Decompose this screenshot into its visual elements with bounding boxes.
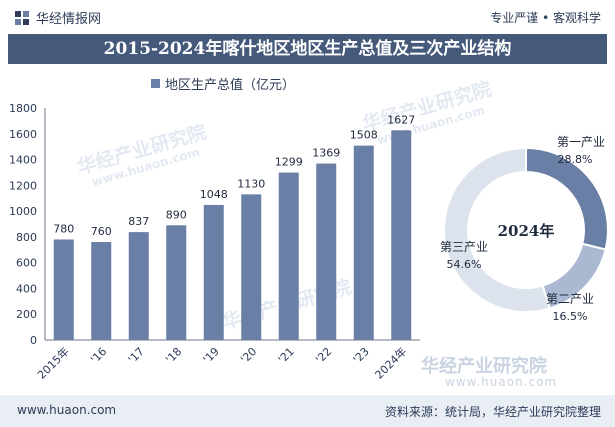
data-label: 890: [166, 208, 187, 221]
donut-slice-name: 第三产业: [440, 240, 488, 254]
y-tick-label: 200: [16, 308, 37, 321]
bar: [128, 232, 149, 340]
y-tick-label: 1600: [9, 128, 37, 141]
watermark-text: 华经产业研究院: [421, 356, 547, 377]
data-label: 837: [128, 215, 149, 228]
legend: 地区生产总值（亿元）: [151, 74, 295, 93]
x-tick-label: 2015年: [34, 344, 71, 381]
y-tick-label: 1400: [9, 154, 37, 167]
x-tick-label: 2024年: [372, 344, 409, 381]
legend-label: 地区生产总值（亿元）: [165, 78, 296, 93]
data-label: 1130: [237, 177, 265, 190]
donut-slice: [443, 146, 551, 313]
x-tick-label: '17: [126, 345, 147, 366]
x-tick-label: '18: [163, 345, 184, 366]
chart-title: 2015-2024年喀什地区地区生产总值及三次产业结构: [8, 34, 607, 64]
bar: [316, 163, 337, 340]
y-tick-label: 1200: [9, 179, 37, 192]
bar: [391, 130, 412, 340]
y-tick-label: 600: [16, 257, 37, 270]
y-tick-label: 0: [30, 334, 37, 347]
bar: [166, 225, 187, 340]
x-tick-label: '23: [351, 345, 372, 366]
y-tick-label: 1000: [9, 205, 37, 218]
y-tick-label: 400: [16, 282, 37, 295]
data-label: 780: [53, 222, 74, 235]
data-label: 1369: [312, 147, 340, 160]
donut-slice-percent: 54.6%: [447, 258, 482, 271]
donut-slice-percent: 28.8%: [558, 153, 593, 166]
x-tick-label: '19: [201, 345, 222, 366]
watermark-url: www.huaon.com: [445, 375, 558, 389]
data-label: 1299: [275, 156, 303, 169]
donut-center-label: 2024年: [498, 222, 555, 240]
data-label: 1048: [200, 188, 228, 201]
bar: [353, 145, 374, 340]
donut-slice-percent: 16.5%: [553, 310, 588, 323]
footer-source: 资料来源：统计局，华经产业研究院整理: [384, 405, 601, 419]
bar: [241, 194, 262, 340]
x-tick-label: '21: [276, 345, 297, 366]
y-tick-label: 1800: [9, 102, 37, 115]
x-tick-label: '16: [88, 345, 109, 366]
footer: www.huaon.com 资料来源：统计局，华经产业研究院整理: [0, 395, 615, 427]
top-bar: 华经情报网 专业严谨 • 客观科学: [0, 0, 615, 34]
donut-slice-name: 第一产业: [557, 135, 605, 149]
legend-swatch: [151, 79, 160, 88]
x-tick-label: '20: [238, 345, 259, 366]
donut-slice-name: 第二产业: [546, 292, 594, 306]
brand[interactable]: 华经情报网: [14, 8, 101, 27]
brand-name: 华经情报网: [36, 12, 102, 27]
bar: [278, 172, 299, 340]
data-label: 1508: [350, 129, 378, 142]
y-tick-label: 800: [16, 231, 37, 244]
footer-site[interactable]: www.huaon.com: [17, 403, 117, 417]
bar: [91, 242, 112, 340]
data-label: 1627: [387, 113, 415, 126]
data-label: 760: [91, 225, 112, 238]
brand-logo-icon: [15, 10, 29, 25]
x-tick-label: '22: [313, 345, 334, 366]
bar: [203, 204, 224, 340]
bar: [53, 239, 74, 340]
slogan: 专业严谨 • 客观科学: [490, 11, 601, 25]
